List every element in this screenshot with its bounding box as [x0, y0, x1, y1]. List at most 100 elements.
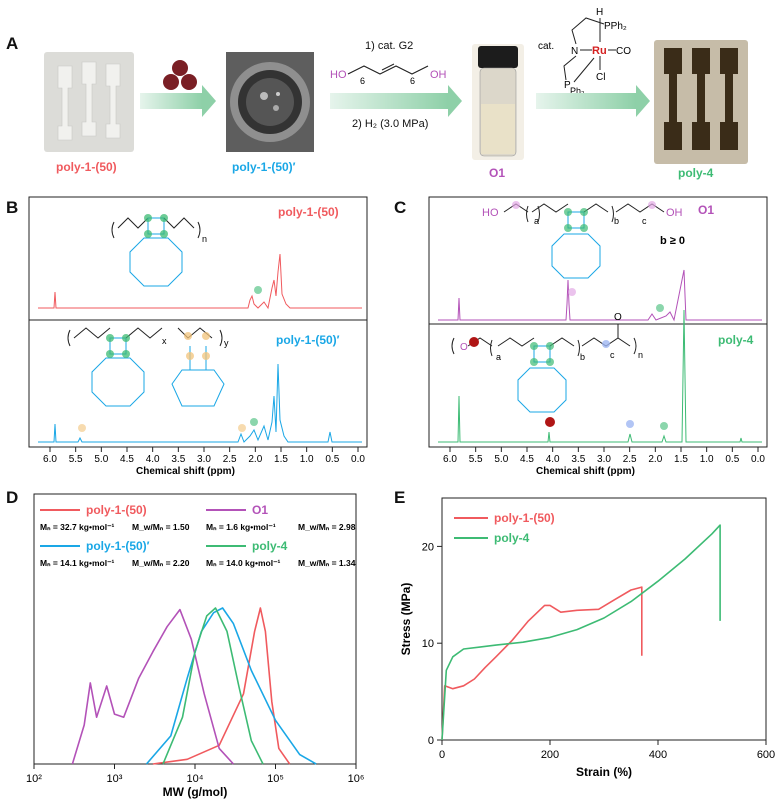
ru-catalyst-structure: cat. H PPh₂ N Ru CO Cl P Ph₂: [538, 7, 631, 96]
nmr-trace-poly-4: [438, 309, 762, 443]
nmr-peak-marker: [238, 424, 246, 432]
ball-mill-balls-icon: [163, 60, 197, 90]
poly-4-o: O: [460, 342, 468, 353]
nmr-trace-o1: [438, 269, 762, 322]
x-tick-label: 10⁶: [348, 773, 365, 785]
process-arrow-2: [330, 85, 462, 117]
axis-tick-label: 2.0: [648, 454, 662, 465]
axis-tick-label: 1.0: [300, 454, 314, 465]
panel-d-letter: D: [6, 488, 19, 507]
panel-c-frame: [428, 196, 768, 448]
trace-label-o1: O1: [698, 203, 714, 217]
x-axis-label: MW (g/mol): [163, 785, 228, 799]
legend-label: poly-4: [494, 531, 530, 545]
svg-text:HO: HO: [330, 69, 347, 81]
trace-label-poly-1-prime: poly-1-(50)′: [276, 333, 340, 347]
nmr-peak-marker: [568, 288, 576, 296]
svg-text:H: H: [596, 7, 603, 18]
photo-ball-mill-jar: [226, 52, 314, 152]
panel-b-xlabel: Chemical shift (ppm): [136, 466, 235, 477]
svg-text:CO: CO: [616, 46, 631, 57]
series-line-3: [162, 607, 264, 765]
panel-d-gpc-chart: 10² 10³ 10⁴ 10⁵ 10⁶ MW (g/mol) poly-1-(50) Mₙ =…: [26, 493, 365, 799]
axis-tick-label: 0.0: [751, 454, 765, 465]
panel-c-axis-ticks: 6.0 5.5 5.0 4.5 4.0 3.5 3.0 2.5 2.0 1.5 1.0 0.5 0.0: [443, 447, 765, 465]
nmr-peak-marker: [254, 286, 262, 294]
axis-tick-label: 4.0: [546, 454, 560, 465]
series-line-1: [71, 608, 234, 765]
svg-text:PPh₂: PPh₂: [604, 21, 627, 32]
svg-text:Ru: Ru: [592, 45, 607, 57]
poly-4-sub-a: a: [496, 352, 501, 362]
poly-4-sub-n: n: [638, 350, 643, 360]
axis-tick-label: 2.0: [248, 454, 262, 465]
axis-tick-label: 5.0: [94, 454, 108, 465]
label-o1: O1: [489, 166, 506, 180]
legend-label: poly-1-(50): [494, 511, 555, 525]
panel-c-letter: C: [394, 198, 407, 217]
series-line-0: [152, 607, 291, 765]
panel-e-letter: E: [394, 488, 406, 507]
legend-label: poly-1-(50)′: [86, 539, 150, 553]
step2-text: 2) H₂ (3.0 MPa): [352, 118, 429, 130]
nmr-peak-marker: [626, 420, 634, 428]
x-tick-label: 10²: [26, 773, 42, 785]
jar-image: [226, 52, 314, 152]
axis-tick-label: 0.0: [351, 454, 365, 465]
axis-tick-label: 5.5: [469, 454, 483, 465]
x-tick-label: 600: [757, 749, 775, 761]
axis-tick-label: 0.5: [725, 454, 739, 465]
legend-stat-pdi: M_w/Mₙ = 2.98: [298, 522, 356, 532]
axis-tick-label: 2.5: [223, 454, 237, 465]
x-tick-label: 10⁴: [187, 773, 204, 785]
nmr-peak-marker: [656, 304, 664, 312]
y-axis-label: Stress (MPa): [399, 583, 413, 656]
axis-tick-label: 6.0: [443, 454, 457, 465]
axis-tick-label: 6.0: [43, 454, 57, 465]
x-tick-label: 400: [649, 749, 667, 761]
trace-label-poly-4: poly-4: [718, 333, 754, 347]
axis-tick-label: 1.5: [274, 454, 288, 465]
o1-ho: HO: [482, 207, 499, 219]
axis-tick-label: 1.5: [674, 454, 688, 465]
poly-4-proton-marks: [469, 337, 610, 366]
process-arrow-1: [140, 85, 216, 117]
panel-a-letter: A: [6, 34, 19, 53]
legend-stat-pdi: M_w/Mₙ = 2.20: [132, 558, 190, 568]
axis-tick-label: 5.0: [494, 454, 508, 465]
sub-n: n: [202, 234, 207, 244]
o1-sub-c: c: [642, 216, 647, 226]
o1-sub-a: a: [534, 216, 539, 226]
legend-stat-mn: Mₙ = 14.1 kg•mol⁻¹: [40, 558, 115, 568]
nmr-peak-marker: [250, 418, 258, 426]
y-tick-label: 10: [422, 638, 434, 650]
legend-stat-pdi: M_w/Mₙ = 1.50: [132, 522, 190, 532]
svg-text:Ph₂: Ph₂: [570, 86, 585, 96]
svg-text:OH: OH: [430, 69, 447, 81]
panel-c-nmr: HO OH a b c O1 b ≥ 0 O O a b c n poly-4 …: [428, 196, 768, 477]
photo-poly-4-specimens: [654, 40, 748, 164]
series-line-1: [441, 524, 721, 741]
legend-label: O1: [252, 503, 268, 517]
poly-1-proton-marks: [144, 214, 168, 238]
o1-structure: [503, 203, 665, 279]
poly-4-sub-b: b: [580, 352, 585, 362]
photo-poly-1-specimens: [44, 52, 134, 152]
photo-o1-vial: [472, 44, 524, 160]
nmr-trace-poly-1: [38, 253, 362, 310]
axis-tick-label: 5.5: [69, 454, 83, 465]
axis-tick-label: 3.0: [597, 454, 611, 465]
axis-tick-label: 2.5: [623, 454, 637, 465]
label-poly-1-50: poly-1-(50): [56, 160, 117, 174]
axis-tick-label: 3.0: [197, 454, 211, 465]
legend-stat-mn: Mₙ = 32.7 kg•mol⁻¹: [40, 522, 115, 532]
legend-stat-pdi: M_w/Mₙ = 1.34: [298, 558, 356, 568]
x-tick-label: 0: [439, 749, 445, 761]
svg-text:6: 6: [360, 76, 365, 86]
panel-b-frame: [28, 196, 368, 448]
label-poly-1-50-prime: poly-1-(50)′: [232, 160, 296, 174]
dogbone-specimens-image: [57, 61, 121, 141]
axis-tick-label: 1.0: [700, 454, 714, 465]
y-tick-label: 20: [422, 541, 434, 553]
legend-stat-mn: Mₙ = 1.6 kg•mol⁻¹: [206, 522, 276, 532]
